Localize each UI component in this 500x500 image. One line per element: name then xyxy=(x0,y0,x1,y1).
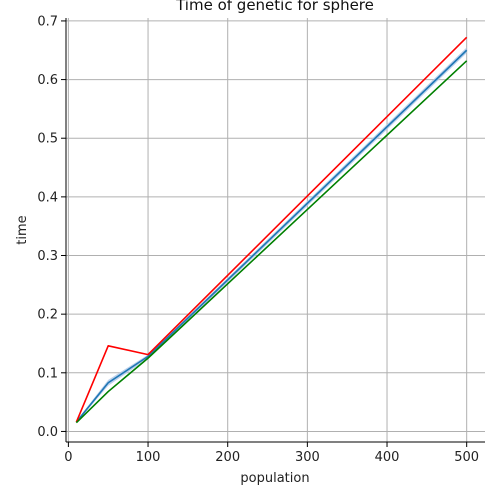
axes xyxy=(61,18,485,447)
x-tick-label: 500 xyxy=(454,450,479,465)
x-tick-label: 400 xyxy=(375,450,400,465)
y-tick-label: 0.4 xyxy=(37,190,58,205)
x-tick-label: 300 xyxy=(295,450,320,465)
y-tick-label: 0.2 xyxy=(37,308,58,323)
grid xyxy=(66,18,485,442)
x-axis-label: population xyxy=(240,471,309,486)
y-tick-label: 0.1 xyxy=(37,366,58,381)
y-tick-label: 0.7 xyxy=(37,14,58,29)
chart-title: Time of genetic for sphere xyxy=(175,0,374,14)
confidence-band-area xyxy=(76,47,467,423)
series-line-2 xyxy=(75,36,468,423)
y-tick-label: 0.3 xyxy=(37,249,58,264)
y-tick-label: 0.6 xyxy=(37,73,58,88)
series-line-1 xyxy=(75,49,468,423)
series-line-3 xyxy=(75,60,468,424)
x-tick-label: 200 xyxy=(215,450,240,465)
y-axis-label: time xyxy=(15,215,30,244)
tick-labels: 0 100 200 300 400 500 0.0 0.1 0.2 0.3 0.4 0.5 0.6 0.7 xyxy=(37,14,479,465)
y-tick-label: 0.0 xyxy=(37,425,58,440)
x-tick-label: 0 xyxy=(64,450,72,465)
confidence-band xyxy=(76,47,467,423)
series-lines xyxy=(75,36,468,424)
y-tick-label: 0.5 xyxy=(37,132,58,147)
x-tick-label: 100 xyxy=(136,450,161,465)
